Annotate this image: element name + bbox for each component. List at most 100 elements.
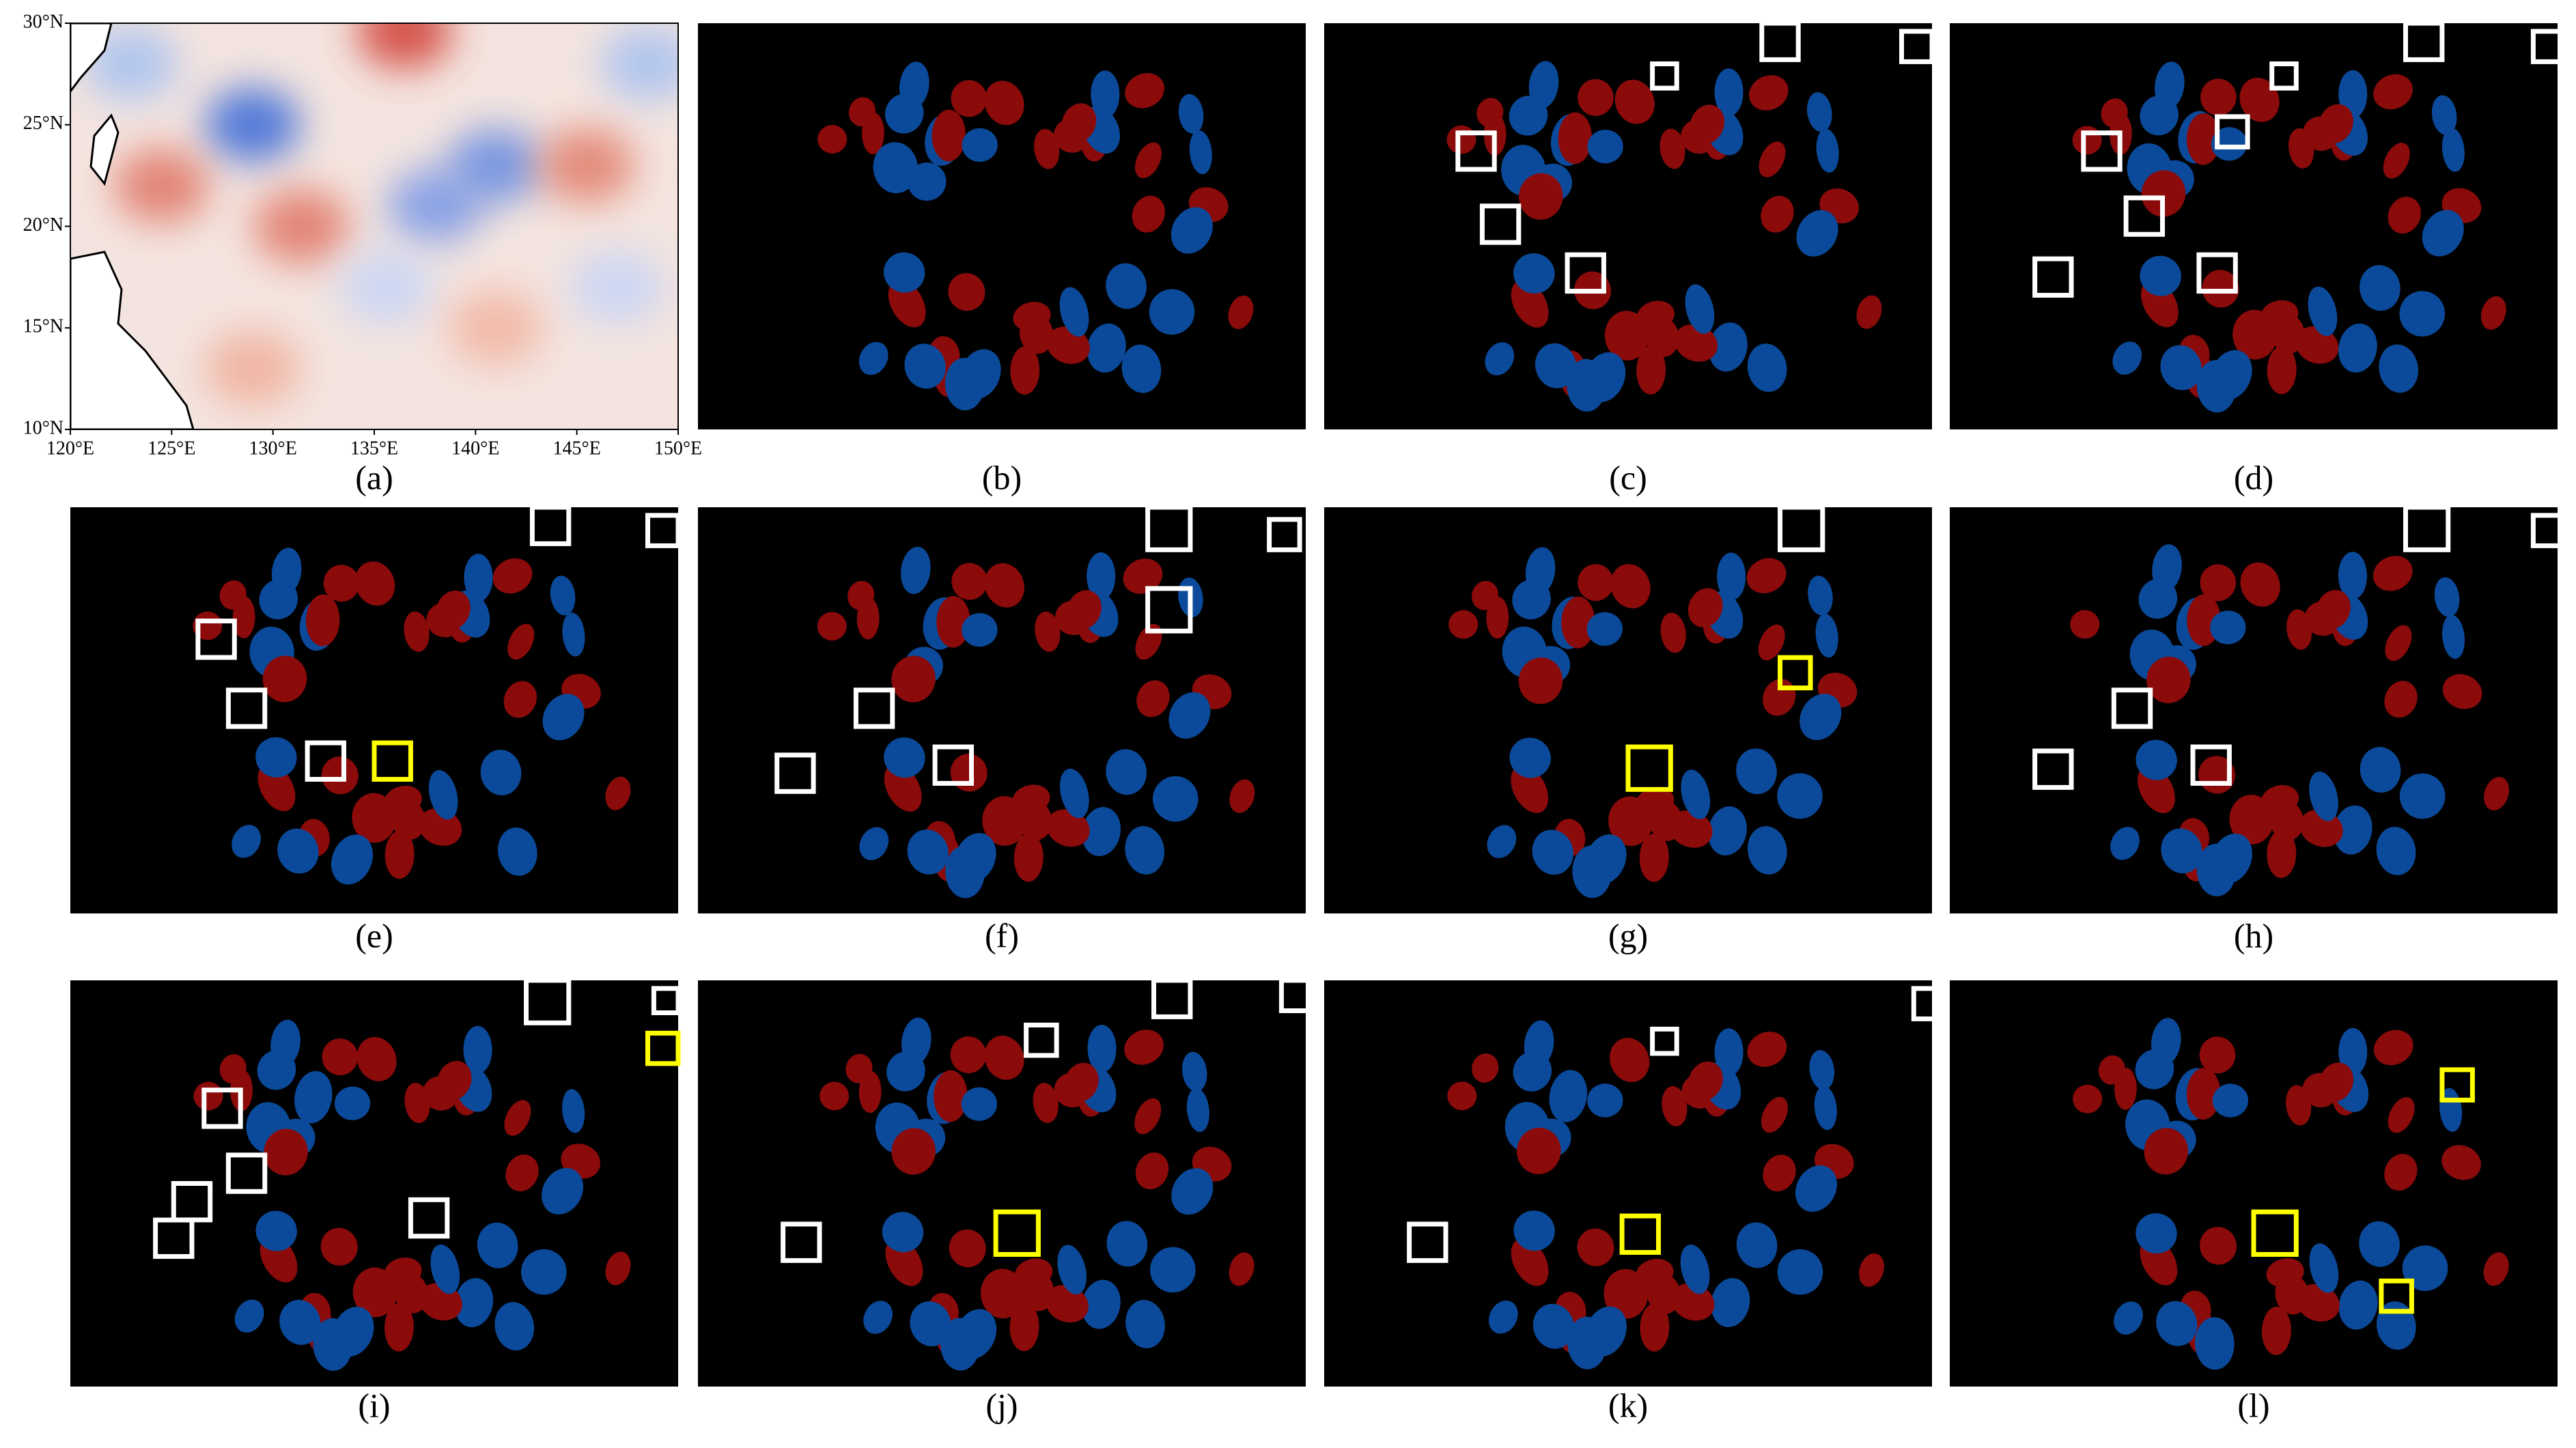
eddy (1033, 1083, 1059, 1124)
eddy (1524, 1020, 1554, 1068)
eddy (494, 1302, 535, 1351)
eddy (2186, 113, 2221, 165)
eddy (949, 1229, 986, 1268)
eddy (962, 613, 998, 647)
eddy (951, 80, 988, 117)
eddy (1513, 253, 1555, 294)
highlight-box (1778, 505, 1825, 552)
highlight-box (1565, 252, 1606, 294)
eddy (891, 1128, 936, 1175)
eddy (1604, 311, 1649, 360)
eddy (332, 1306, 374, 1357)
eddy (2152, 544, 2182, 592)
eddy (2338, 552, 2368, 600)
highlight-box (1024, 1022, 1059, 1058)
eddy (2308, 286, 2338, 337)
highlight-box (2403, 505, 2451, 552)
highlight-box (2215, 114, 2250, 150)
highlight-box (408, 1197, 450, 1239)
highlight-box (2269, 61, 2299, 91)
eddy (454, 1278, 494, 1328)
panel-caption: (g) (1608, 916, 1648, 954)
eddy (1685, 284, 1715, 334)
eddy (331, 834, 374, 885)
eddy (845, 1053, 873, 1083)
eddy (428, 770, 458, 820)
eddy (1532, 829, 1573, 875)
panel-caption: (i) (358, 1386, 390, 1424)
eddy (321, 756, 359, 795)
anomaly (113, 148, 210, 223)
eddy (1532, 1303, 1575, 1349)
eddy (2160, 345, 2202, 391)
panel-caption: (l) (2237, 1386, 2269, 1424)
eddy (848, 97, 876, 127)
eddy (2399, 291, 2446, 337)
lat-tick-label: 25°N (23, 113, 64, 134)
lon-tick-label: 125°E (148, 438, 195, 459)
eddy (1134, 1098, 1162, 1135)
eddy (1814, 1085, 1837, 1131)
mask-panel (698, 978, 1315, 1387)
eddy (1528, 61, 1559, 109)
highlight-box (1479, 203, 1522, 245)
eddy (1476, 98, 1504, 128)
eddy (1584, 352, 1626, 403)
lon-tick-label: 150°E (654, 438, 702, 459)
eddy (1660, 128, 1685, 169)
eddy (2239, 77, 2280, 122)
eddy (507, 623, 535, 660)
eddy (1447, 1081, 1477, 1111)
eddy (257, 763, 296, 812)
eddy (430, 1244, 460, 1294)
eddy (848, 580, 875, 610)
eddy (2360, 747, 2401, 793)
land (70, 23, 113, 94)
eddy (1087, 552, 1116, 600)
eddy (959, 349, 1001, 399)
eddy (1134, 142, 1162, 178)
eddy (948, 272, 985, 311)
eddy (1586, 612, 1623, 646)
mask-background (1950, 980, 2558, 1387)
highlight-box (2032, 256, 2074, 298)
eddy (2441, 1145, 2481, 1180)
eddy (2286, 609, 2312, 650)
eddy (1747, 826, 1787, 875)
eddy (356, 1036, 397, 1081)
eddy (255, 737, 297, 778)
eddy (2338, 323, 2377, 373)
panel-caption: (h) (2234, 916, 2273, 954)
eddy (2431, 95, 2457, 135)
eddy (1777, 1249, 1823, 1295)
eddy (1152, 776, 1199, 822)
highlight-box (1455, 130, 1497, 172)
lat-tick-label: 30°N (23, 11, 64, 32)
panel-caption: (b) (982, 458, 1022, 496)
eddy (2319, 104, 2353, 143)
eddy (2376, 827, 2416, 875)
eddy (2136, 739, 2177, 780)
eddy (2114, 1301, 2143, 1335)
highlight-box (153, 1217, 195, 1259)
eddy (1758, 624, 1785, 661)
eddy (2202, 270, 2239, 308)
highlight-box (1407, 1221, 1448, 1263)
eddy (1471, 580, 1498, 610)
eddy (1777, 773, 1823, 819)
eddy (980, 1268, 1025, 1319)
highlight-box (1911, 986, 1947, 1021)
eddy (1518, 173, 1563, 220)
eddy (934, 1070, 968, 1122)
eddy (859, 827, 889, 860)
eddy (2275, 1274, 2309, 1315)
eddy (1688, 588, 1723, 627)
eddy (1714, 68, 1744, 117)
eddy (2200, 564, 2237, 601)
land (89, 113, 120, 186)
eddy (1763, 1154, 1796, 1192)
eddy (1558, 112, 1593, 165)
panel-caption: (f) (985, 916, 1019, 954)
eddy (1517, 1127, 1561, 1174)
